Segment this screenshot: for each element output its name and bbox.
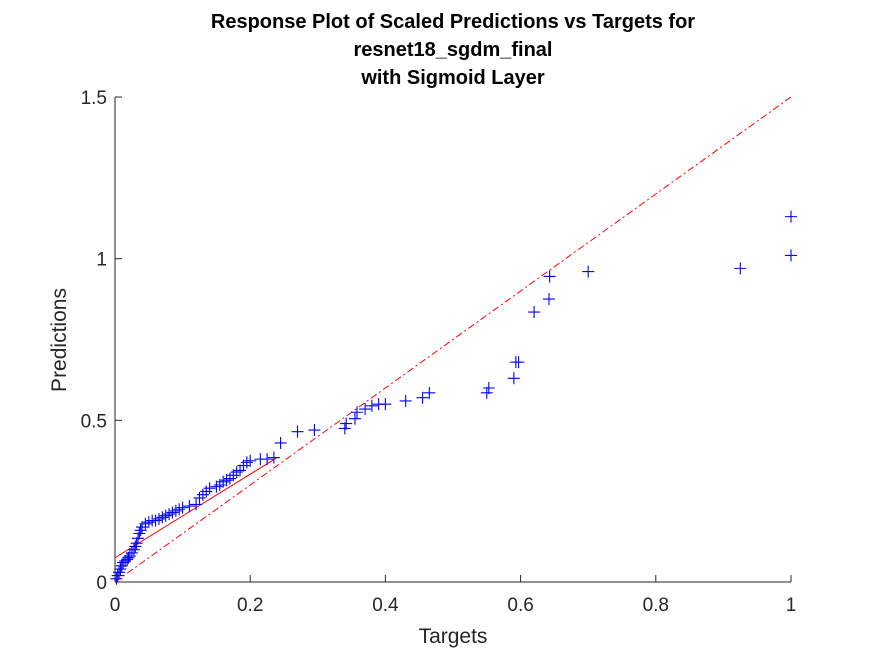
data-point-marker xyxy=(200,485,213,498)
data-point-marker xyxy=(528,306,541,319)
data-point-marker xyxy=(213,479,226,491)
chart-title: Response Plot of Scaled Predictions vs T… xyxy=(211,11,695,89)
reference-line-dashdot xyxy=(114,96,792,583)
data-points xyxy=(110,210,797,585)
data-point-marker xyxy=(480,386,493,399)
data-point-marker xyxy=(234,464,247,477)
data-point-marker xyxy=(261,453,274,466)
data-point-marker xyxy=(196,488,209,501)
data-point-marker xyxy=(220,474,233,487)
data-point-marker xyxy=(267,451,280,464)
data-point-marker xyxy=(119,554,132,567)
data-point-marker xyxy=(142,516,155,529)
data-point-marker xyxy=(123,550,136,563)
title-line-3: with Sigmoid Layer xyxy=(360,67,545,89)
data-point-marker xyxy=(308,424,321,437)
x-tick-label: 0.8 xyxy=(643,595,669,616)
data-point-marker xyxy=(136,521,149,534)
x-tick-label: 0.2 xyxy=(237,595,263,616)
data-point-marker xyxy=(210,480,223,493)
title-line-1: Response Plot of Scaled Predictions vs T… xyxy=(211,11,695,33)
data-point-marker xyxy=(133,527,146,540)
data-point-marker xyxy=(127,543,140,556)
data-point-marker xyxy=(338,422,351,435)
data-point-marker xyxy=(379,398,392,411)
data-point-marker xyxy=(423,386,436,399)
data-point-marker xyxy=(512,356,525,369)
title-line-2: resnet18_sgdm_final xyxy=(354,39,553,61)
data-point-marker xyxy=(217,475,230,488)
data-point-marker xyxy=(166,506,179,519)
y-tick-label: 1.5 xyxy=(81,88,107,109)
y-tick-labels: 0 0.5 1 1.5 xyxy=(81,88,107,594)
y-axis-label: Predictions xyxy=(48,288,71,392)
data-point-marker xyxy=(734,262,747,275)
x-axis-label: Targets xyxy=(419,625,488,648)
data-point-marker xyxy=(125,546,138,559)
x-tick-label: 0.4 xyxy=(372,595,399,616)
data-point-marker xyxy=(399,394,412,407)
y-tick-label: 0.5 xyxy=(81,411,107,432)
data-point-marker xyxy=(482,382,495,394)
data-point-marker xyxy=(176,501,189,514)
x-tick-labels: 0 0.2 0.4 0.6 0.8 1 xyxy=(110,595,797,616)
y-tick-label: 1 xyxy=(96,250,107,271)
data-point-marker xyxy=(237,459,250,472)
data-point-marker xyxy=(193,491,206,504)
data-point-marker xyxy=(244,454,257,467)
data-point-marker xyxy=(543,270,556,283)
data-point-marker xyxy=(351,406,364,419)
data-point-marker xyxy=(111,569,124,582)
data-point-marker xyxy=(348,412,361,425)
data-point-marker xyxy=(240,456,253,469)
data-point-marker xyxy=(115,559,128,572)
data-point-marker xyxy=(183,500,196,513)
data-point-marker xyxy=(291,425,304,438)
data-point-marker xyxy=(149,514,162,527)
data-point-marker xyxy=(274,436,287,449)
data-point-marker xyxy=(139,517,152,530)
x-tick-label: 0 xyxy=(110,595,121,616)
data-point-marker xyxy=(159,509,172,522)
data-point-marker xyxy=(785,210,797,223)
data-point-marker xyxy=(416,391,429,404)
reference-lines xyxy=(114,96,792,583)
data-point-marker xyxy=(507,372,520,385)
data-point-marker xyxy=(169,504,182,517)
data-point-marker xyxy=(134,524,147,537)
data-point-marker xyxy=(542,293,555,306)
axes xyxy=(114,96,792,583)
data-point-marker xyxy=(122,551,135,564)
data-point-marker xyxy=(190,498,203,511)
data-point-marker xyxy=(114,563,127,576)
data-point-marker xyxy=(227,469,240,482)
data-point-marker xyxy=(340,417,353,430)
data-point-marker xyxy=(113,566,126,579)
data-point-marker xyxy=(230,466,243,479)
data-point-marker xyxy=(156,511,169,524)
data-point-marker xyxy=(110,572,123,585)
data-point-marker xyxy=(130,537,143,550)
x-tick-label: 0.6 xyxy=(507,595,533,616)
data-point-marker xyxy=(365,399,378,412)
data-point-marker xyxy=(121,553,134,566)
x-tick-label: 1 xyxy=(786,595,797,616)
data-point-marker xyxy=(785,249,797,262)
data-point-marker xyxy=(223,472,236,485)
data-point-marker xyxy=(163,508,176,521)
data-point-marker xyxy=(203,482,216,495)
y-tick-label: 0 xyxy=(96,573,107,594)
data-point-marker xyxy=(152,512,165,525)
data-point-marker xyxy=(173,503,186,516)
data-point-marker xyxy=(129,540,142,553)
data-point-marker xyxy=(359,403,372,416)
data-point-marker xyxy=(582,265,595,278)
data-point-marker xyxy=(131,532,144,545)
